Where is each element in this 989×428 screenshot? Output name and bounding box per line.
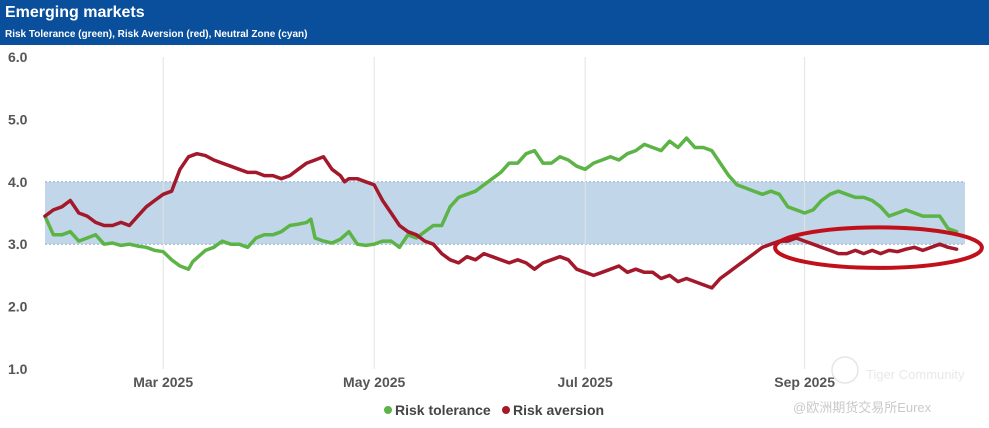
watermark: Tiger Community @欧洲期货交易所Eurex [793,356,965,415]
y-tick-label: 4.0 [8,174,28,190]
annotation-layer [773,225,984,270]
neutral-zone-layer [45,181,965,245]
y-tick-label: 6.0 [8,49,28,65]
legend-label-aversion: Risk aversion [513,402,604,418]
highlight-ellipse [773,225,984,270]
legend-marker-tolerance [384,406,392,414]
legend-label-tolerance: Risk tolerance [395,402,491,418]
y-tick-label: 3.0 [8,236,28,252]
x-tick-label: Mar 2025 [133,374,193,390]
y-tick-label: 1.0 [8,361,28,377]
watermark-brand: Tiger Community [866,367,965,382]
legend-marker-aversion [502,406,510,414]
chart-subtitle: Risk Tolerance (green), Risk Aversion (r… [5,29,308,40]
y-tick-label: 2.0 [8,299,28,315]
neutral-zone-band [45,181,965,245]
series-line-risk-tolerance [43,136,959,271]
x-tick-label: May 2025 [343,374,405,390]
x-axis: Mar 2025 May 2025 Jul 2025 Sep 2025 [133,374,835,390]
chart-header: Emerging markets Risk Tolerance (green),… [0,0,989,45]
watermark-source: @欧洲期货交易所Eurex [793,400,932,415]
y-tick-label: 5.0 [8,111,28,127]
x-tick-label: Jul 2025 [558,374,613,390]
series-line-risk-aversion [43,151,959,290]
series-layer [43,136,959,290]
tiger-logo-icon [831,356,859,384]
y-axis: 6.0 5.0 4.0 3.0 2.0 1.0 [8,49,28,377]
x-tick-label: Sep 2025 [774,374,835,390]
chart-title: Emerging markets [5,4,145,21]
legend: Risk tolerance Risk aversion [384,402,604,418]
